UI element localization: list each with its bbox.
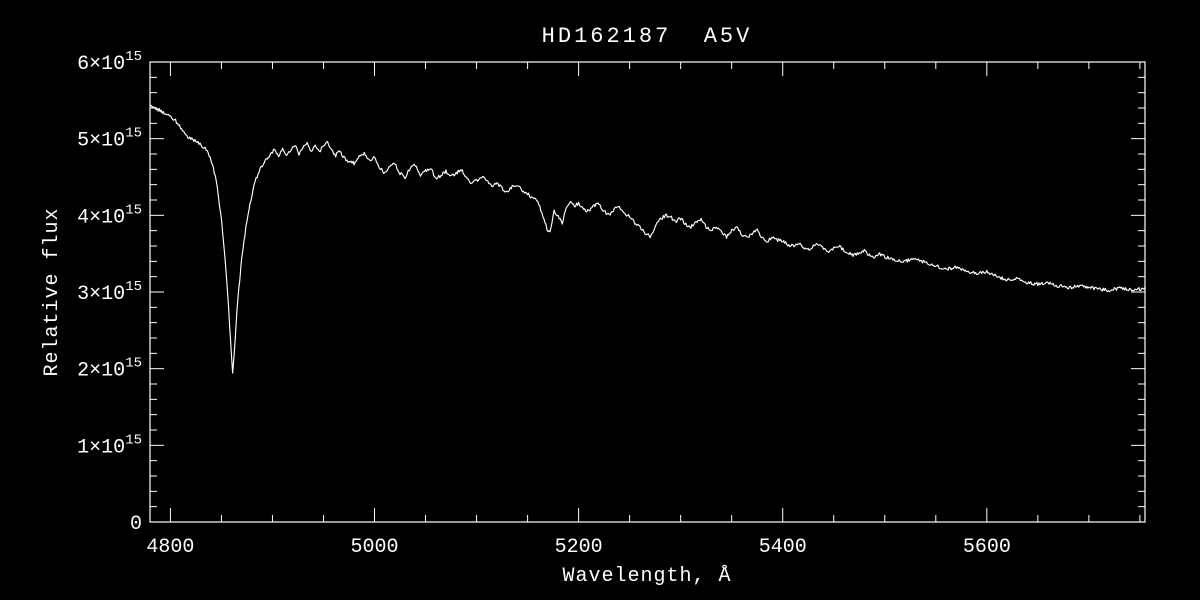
x-axis-label: Wavelength, Å <box>562 565 731 588</box>
y-tick-label: 5×1015 <box>77 126 142 153</box>
y-tick-mantissa: 1×10 <box>77 436 125 459</box>
x-tick-label: 5000 <box>351 536 399 559</box>
y-tick-exponent: 15 <box>125 356 142 372</box>
y-tick-mantissa: 4×10 <box>77 206 125 229</box>
chart-title: HD162187 A5V <box>542 24 753 49</box>
spectrum-line <box>149 104 1146 374</box>
y-tick-label: 0 <box>130 513 142 536</box>
y-tick-exponent: 15 <box>125 126 142 142</box>
y-tick-mantissa: 5×10 <box>77 130 125 153</box>
y-tick-exponent: 15 <box>125 202 142 218</box>
y-tick-label: 3×1015 <box>77 279 142 306</box>
y-tick-label: 2×1015 <box>77 356 142 383</box>
y-tick-mantissa: 2×10 <box>77 360 125 383</box>
x-tick-labels: 4800 5000 5200 5400 5600 <box>146 536 1010 559</box>
y-tick-mantissa: 0 <box>130 513 142 536</box>
y-tick-mantissa: 3×10 <box>77 283 125 306</box>
x-tick-label: 4800 <box>146 536 194 559</box>
y-tick-label: 4×1015 <box>77 202 142 229</box>
y-tick-label: 1×1015 <box>77 432 142 459</box>
y-axis-label: Relative flux <box>41 207 64 376</box>
x-tick-label: 5200 <box>555 536 603 559</box>
y-tick-exponent: 15 <box>125 279 142 295</box>
y-tick-mantissa: 6×10 <box>77 53 125 76</box>
y-tick-label: 6×1015 <box>77 49 142 76</box>
y-tick-exponent: 15 <box>125 432 142 448</box>
y-tick-exponent: 15 <box>125 49 142 65</box>
axis-ticks <box>150 61 1145 523</box>
x-tick-label: 5400 <box>759 536 807 559</box>
x-tick-label: 5600 <box>963 536 1011 559</box>
